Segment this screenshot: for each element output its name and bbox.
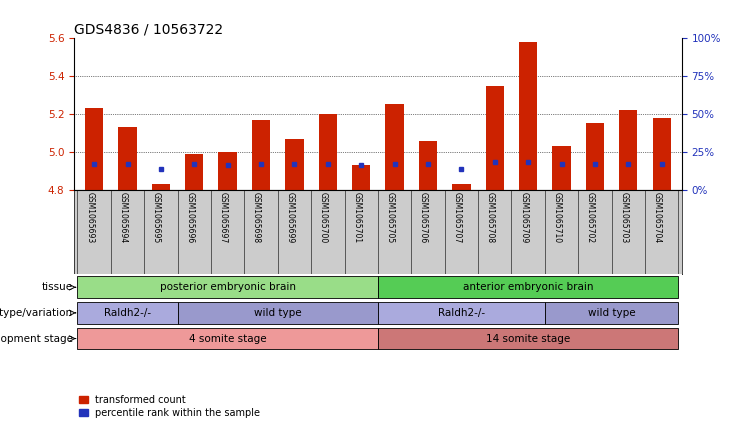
Bar <box>219 152 237 190</box>
Bar <box>619 110 637 190</box>
Text: GSM1065705: GSM1065705 <box>385 192 395 244</box>
Bar <box>519 42 537 190</box>
Text: Raldh2-/-: Raldh2-/- <box>104 308 151 318</box>
Text: posterior embryonic brain: posterior embryonic brain <box>159 282 296 292</box>
Bar <box>78 302 178 324</box>
Bar <box>552 146 571 190</box>
Text: genotype/variation: genotype/variation <box>0 308 73 318</box>
Bar <box>378 277 678 298</box>
Text: GSM1065708: GSM1065708 <box>486 192 495 244</box>
Text: 4 somite stage: 4 somite stage <box>189 334 267 343</box>
Text: GSM1065694: GSM1065694 <box>119 192 127 244</box>
Text: GSM1065707: GSM1065707 <box>452 192 462 244</box>
Bar <box>252 120 270 190</box>
Bar <box>545 302 678 324</box>
Bar <box>319 114 337 190</box>
Bar <box>85 108 103 190</box>
Bar <box>285 139 304 190</box>
Text: GSM1065703: GSM1065703 <box>619 192 628 244</box>
Bar <box>378 302 545 324</box>
Bar <box>152 184 170 190</box>
Text: GSM1065709: GSM1065709 <box>519 192 528 244</box>
Text: GSM1065702: GSM1065702 <box>586 192 595 244</box>
Text: GSM1065697: GSM1065697 <box>219 192 227 244</box>
Bar <box>452 184 471 190</box>
Text: GSM1065700: GSM1065700 <box>319 192 328 244</box>
Bar <box>485 85 504 190</box>
Text: GSM1065695: GSM1065695 <box>152 192 161 244</box>
Bar <box>419 140 437 190</box>
Text: GSM1065706: GSM1065706 <box>419 192 428 244</box>
Bar <box>653 118 671 190</box>
Bar <box>119 127 136 190</box>
Legend: transformed count, percentile rank within the sample: transformed count, percentile rank withi… <box>79 395 261 418</box>
Text: GSM1065699: GSM1065699 <box>285 192 294 244</box>
Text: GSM1065698: GSM1065698 <box>252 192 261 244</box>
Text: wild type: wild type <box>588 308 636 318</box>
Text: GSM1065701: GSM1065701 <box>352 192 361 244</box>
Bar <box>378 328 678 349</box>
Text: Raldh2-/-: Raldh2-/- <box>438 308 485 318</box>
Bar <box>385 104 404 190</box>
Bar <box>78 328 378 349</box>
Text: development stage: development stage <box>0 334 73 343</box>
Bar <box>585 124 604 190</box>
Bar <box>78 277 378 298</box>
Text: tissue: tissue <box>41 282 73 292</box>
Bar <box>185 154 204 190</box>
Bar <box>178 302 378 324</box>
Text: GSM1065704: GSM1065704 <box>653 192 662 244</box>
Bar <box>352 165 370 190</box>
Text: GDS4836 / 10563722: GDS4836 / 10563722 <box>74 23 223 37</box>
Text: wild type: wild type <box>254 308 302 318</box>
Text: GSM1065693: GSM1065693 <box>85 192 94 244</box>
Text: GSM1065696: GSM1065696 <box>185 192 194 244</box>
Text: GSM1065710: GSM1065710 <box>553 192 562 244</box>
Text: 14 somite stage: 14 somite stage <box>486 334 571 343</box>
Text: anterior embryonic brain: anterior embryonic brain <box>463 282 594 292</box>
